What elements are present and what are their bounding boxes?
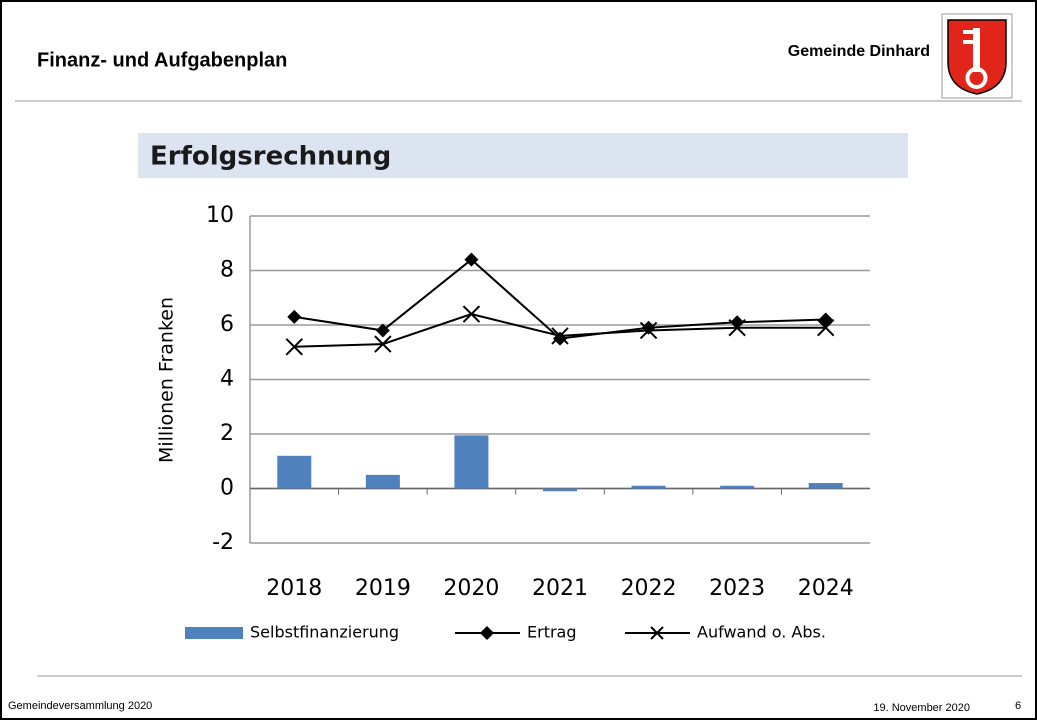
y-tick-label: 0: [220, 476, 234, 501]
chart-title-band: [138, 133, 908, 178]
bar: [543, 488, 577, 492]
y-tick-label: 2: [220, 421, 234, 446]
footer-date: 19. November 2020: [873, 702, 970, 714]
organization: Gemeinde Dinhard: [788, 43, 930, 60]
logo-key-bit: [963, 30, 973, 34]
y-tick-label: 6: [220, 312, 234, 337]
point: [728, 319, 746, 337]
bar: [454, 435, 489, 489]
legend-label: Selbstfinanzierung: [250, 623, 399, 642]
point: [374, 335, 392, 353]
logo-key-bit: [963, 40, 973, 44]
footer-left: Gemeindeversammlung 2020: [8, 700, 152, 712]
y-tick-label: 10: [206, 203, 234, 228]
y-tick-label: 4: [220, 367, 234, 392]
chart-title: Erfolgsrechnung: [150, 142, 391, 172]
x-tick-label: 2023: [709, 576, 765, 601]
legend-marker: [650, 626, 664, 640]
point: [730, 315, 745, 330]
point: [464, 252, 479, 267]
point: [639, 321, 658, 340]
y-tick-label: -2: [212, 530, 234, 555]
logo-key: [973, 28, 980, 72]
slide-title: Finanz- und Aufgabenplan: [37, 49, 287, 71]
x-tick-label: 2022: [621, 576, 677, 601]
page-number: 6: [1015, 700, 1021, 712]
point: [375, 323, 390, 338]
legend-label: Aufwand o. Abs.: [697, 623, 826, 642]
bar: [365, 474, 400, 489]
point: [285, 338, 303, 356]
point: [817, 319, 835, 337]
x-tick-label: 2021: [532, 576, 588, 601]
x-tick-label: 2018: [266, 576, 322, 601]
bar: [720, 485, 755, 489]
bar: [631, 485, 666, 489]
x-tick-label: 2020: [443, 576, 499, 601]
point: [462, 305, 481, 323]
point: [287, 309, 302, 324]
bar: [277, 455, 312, 489]
legend-marker: [480, 626, 494, 640]
y-tick-label: 8: [220, 258, 234, 283]
bar: [808, 483, 843, 489]
logo-key-ring: [965, 67, 988, 89]
x-tick-label: 2019: [355, 576, 411, 601]
legend-swatch: [185, 627, 243, 639]
y-axis-label: Millionen Franken: [156, 297, 178, 463]
point: [551, 327, 569, 345]
legend-label: Ertrag: [527, 623, 577, 642]
x-tick-label: 2024: [798, 576, 854, 601]
logo: [941, 13, 1013, 99]
